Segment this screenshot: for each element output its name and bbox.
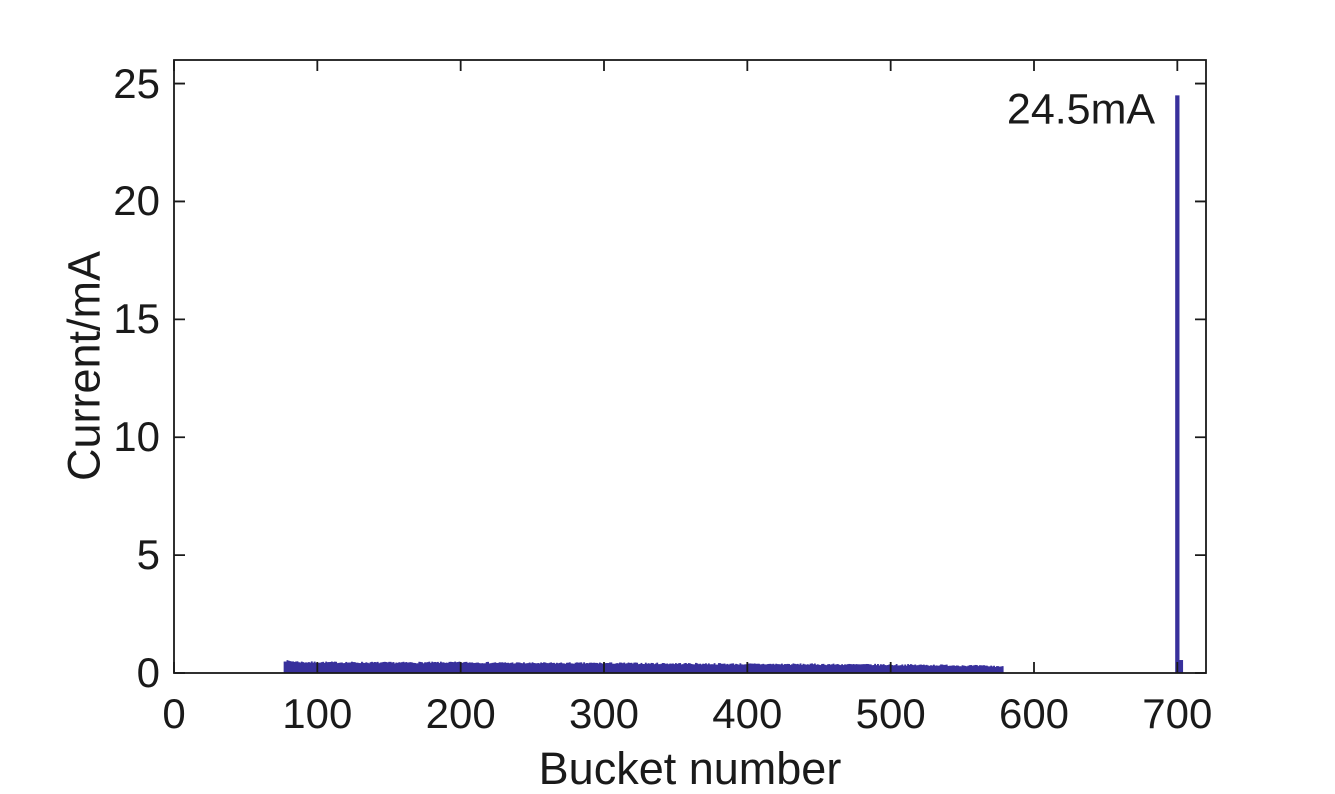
x-tick-label: 300: [568, 690, 640, 737]
x-tick-label: 0: [162, 690, 186, 737]
y-tick-label: 10: [113, 413, 160, 461]
x-tick-label: 600: [998, 690, 1070, 737]
y-tick-label: 20: [113, 177, 160, 225]
x-tick-label: 400: [712, 690, 783, 737]
y-tick-label: 5: [136, 531, 160, 579]
y-tick-label: 15: [113, 295, 160, 343]
peak-value-annotation: 24.5mA: [1006, 85, 1156, 133]
x-tick-label: 200: [425, 690, 496, 737]
x-tick-label: 500: [855, 690, 926, 737]
y-tick-label: 25: [113, 59, 160, 107]
x-tick-label: 100: [282, 690, 353, 737]
x-axis-title: Bucket number: [538, 743, 842, 794]
x-tick-label: 700: [1142, 690, 1213, 737]
y-tick-label: 0: [136, 649, 160, 696]
y-axis-title: Current/mA: [58, 250, 110, 482]
